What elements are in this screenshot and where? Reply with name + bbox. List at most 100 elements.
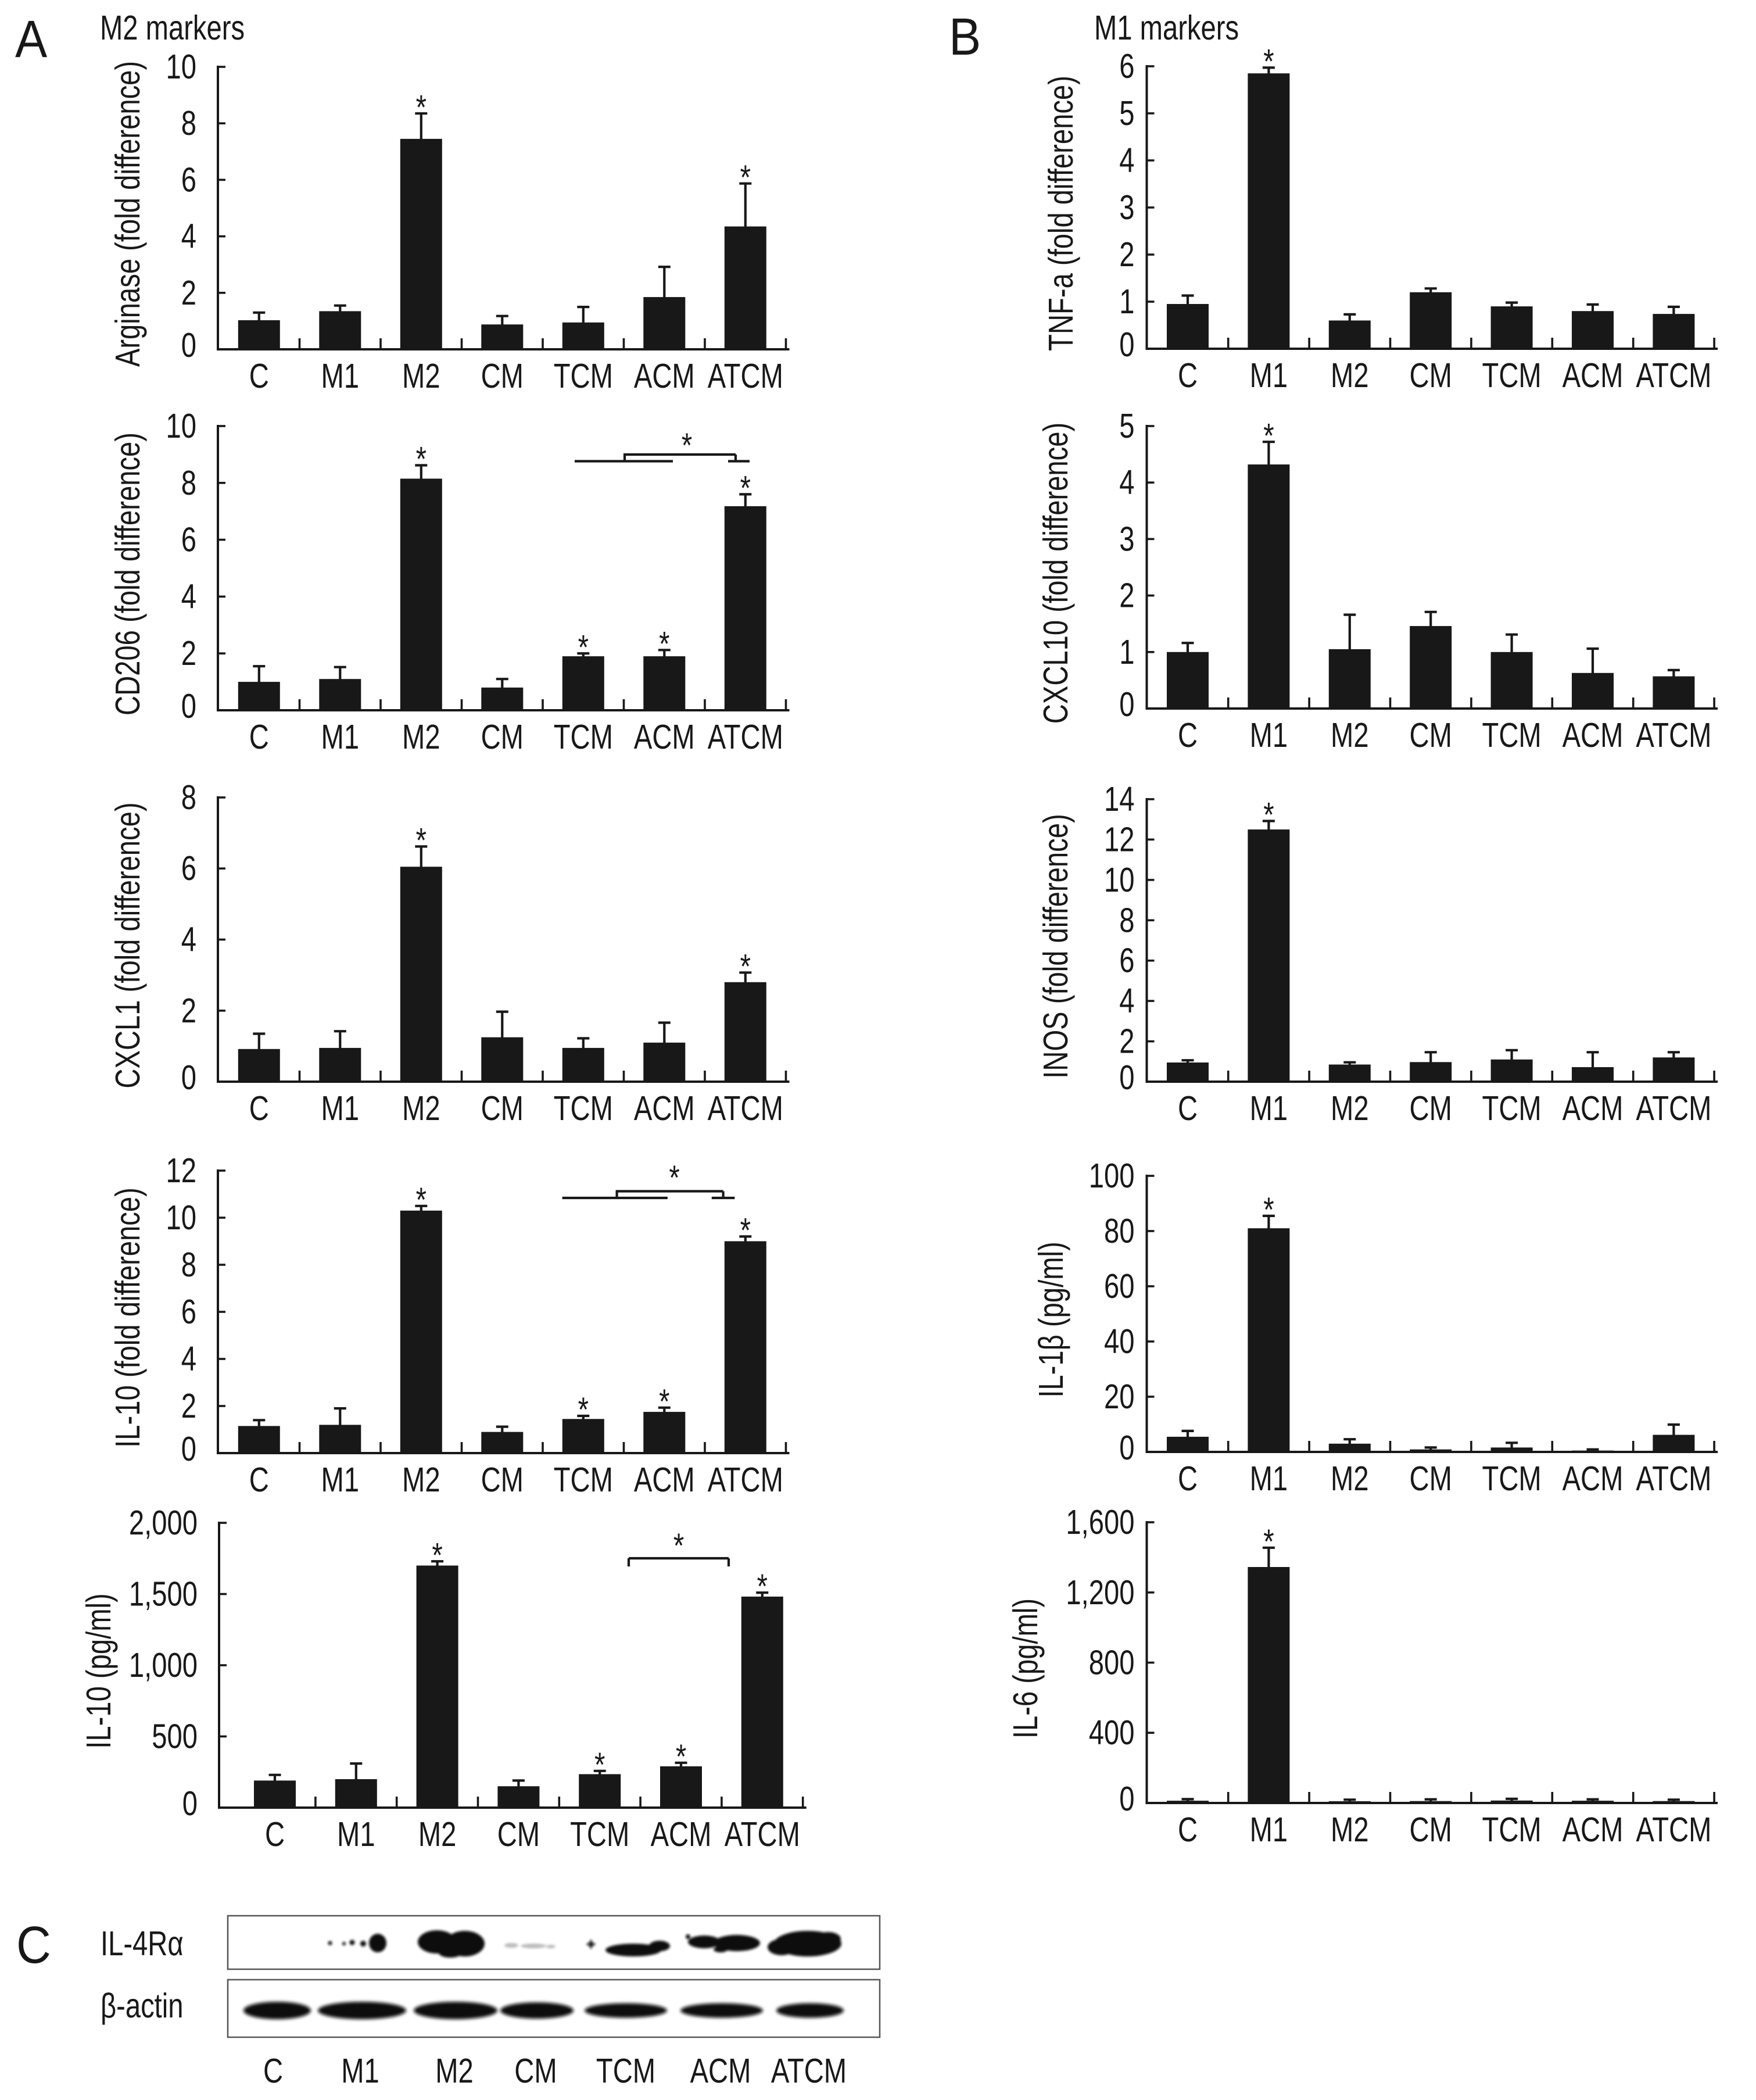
svg-text:2: 2 xyxy=(1119,236,1134,274)
svg-text:ACM: ACM xyxy=(690,2052,751,2090)
svg-text:M1: M1 xyxy=(337,1816,375,1854)
svg-text:ACM: ACM xyxy=(634,718,695,756)
svg-text:ATCM: ATCM xyxy=(771,2052,847,2090)
svg-text:0: 0 xyxy=(181,688,196,725)
svg-text:A: A xyxy=(15,10,48,69)
svg-text:0: 0 xyxy=(181,327,196,364)
svg-text:3: 3 xyxy=(1119,189,1134,227)
svg-text:TCM: TCM xyxy=(1482,1090,1541,1128)
svg-text:6: 6 xyxy=(181,521,196,559)
svg-text:8: 8 xyxy=(181,464,196,502)
svg-text:ATCM: ATCM xyxy=(1636,1460,1711,1498)
svg-text:M2: M2 xyxy=(1331,1460,1369,1498)
svg-text:C: C xyxy=(1178,1460,1198,1498)
svg-text:C: C xyxy=(249,1090,269,1128)
svg-text:TCM: TCM xyxy=(596,2052,655,2090)
svg-text:M2: M2 xyxy=(1331,357,1369,395)
svg-text:M1 markers: M1 markers xyxy=(1094,9,1239,47)
svg-text:*: * xyxy=(676,1738,686,1776)
svg-text:TCM: TCM xyxy=(554,718,613,756)
svg-text:500: 500 xyxy=(152,1718,198,1756)
svg-text:TCM: TCM xyxy=(554,1461,613,1499)
svg-text:CM: CM xyxy=(481,357,524,395)
svg-text:ACM: ACM xyxy=(1563,1460,1624,1498)
svg-text:M2: M2 xyxy=(418,1816,457,1854)
svg-text:4: 4 xyxy=(1119,142,1134,180)
svg-text:2: 2 xyxy=(181,635,196,672)
svg-text:β-actin: β-actin xyxy=(101,1987,184,2025)
svg-text:*: * xyxy=(416,89,427,127)
svg-text:2: 2 xyxy=(181,992,196,1030)
svg-text:M2: M2 xyxy=(402,357,440,395)
svg-text:CM: CM xyxy=(1410,717,1452,754)
svg-text:1,500: 1,500 xyxy=(129,1576,198,1614)
svg-text:CM: CM xyxy=(1410,1811,1452,1849)
svg-text:ACM: ACM xyxy=(1563,357,1624,395)
svg-text:*: * xyxy=(1263,417,1274,455)
svg-text:TCM: TCM xyxy=(554,357,613,395)
svg-text:8: 8 xyxy=(181,105,196,142)
svg-text:C: C xyxy=(16,1916,51,1974)
svg-text:*: * xyxy=(1263,796,1274,834)
svg-text:2: 2 xyxy=(181,274,196,312)
svg-text:40: 40 xyxy=(1104,1323,1134,1361)
svg-text:CXCL1 (fold difference): CXCL1 (fold difference) xyxy=(109,802,147,1088)
svg-text:TCM: TCM xyxy=(1482,1460,1541,1498)
svg-text:0: 0 xyxy=(1119,686,1134,724)
svg-text:C: C xyxy=(249,357,269,395)
svg-text:80: 80 xyxy=(1104,1212,1134,1250)
svg-text:2: 2 xyxy=(1119,1023,1134,1061)
svg-text:TCM: TCM xyxy=(1482,357,1541,395)
svg-text:0: 0 xyxy=(1119,1780,1134,1818)
svg-text:*: * xyxy=(659,625,669,663)
svg-text:CD206 (fold difference): CD206 (fold difference) xyxy=(109,432,147,715)
svg-text:4: 4 xyxy=(181,218,196,256)
svg-text:2,000: 2,000 xyxy=(129,1504,198,1542)
svg-text:8: 8 xyxy=(181,1246,196,1284)
svg-text:*: * xyxy=(740,470,751,507)
svg-text:ATCM: ATCM xyxy=(725,1816,800,1854)
svg-text:6: 6 xyxy=(1119,942,1134,980)
svg-text:IL-4Rα: IL-4Rα xyxy=(101,1925,184,1963)
svg-text:4: 4 xyxy=(1119,982,1134,1020)
svg-text:Arginase (fold difference): Arginase (fold difference) xyxy=(109,61,147,367)
svg-text:5: 5 xyxy=(1119,95,1134,133)
svg-text:4: 4 xyxy=(1119,464,1134,502)
svg-text:M2: M2 xyxy=(402,1461,440,1499)
svg-text:*: * xyxy=(578,629,589,667)
svg-text:*: * xyxy=(416,441,427,478)
svg-text:4: 4 xyxy=(181,578,196,616)
svg-text:*: * xyxy=(594,1746,605,1784)
svg-text:20: 20 xyxy=(1104,1378,1134,1416)
svg-text:*: * xyxy=(673,1527,684,1565)
svg-text:6: 6 xyxy=(181,161,196,199)
svg-text:CM: CM xyxy=(481,1090,524,1128)
svg-text:*: * xyxy=(578,1391,589,1429)
svg-text:CM: CM xyxy=(481,718,524,756)
svg-text:ACM: ACM xyxy=(634,1461,695,1499)
svg-text:M2 markers: M2 markers xyxy=(100,9,245,47)
svg-text:1: 1 xyxy=(1119,283,1134,321)
svg-text:M2: M2 xyxy=(1331,1090,1369,1128)
svg-text:4: 4 xyxy=(181,1340,196,1378)
svg-text:1: 1 xyxy=(1119,634,1134,671)
svg-text:2: 2 xyxy=(181,1387,196,1425)
svg-text:M1: M1 xyxy=(321,357,360,395)
svg-text:B: B xyxy=(949,8,981,66)
svg-text:M2: M2 xyxy=(402,1090,440,1128)
svg-text:M1: M1 xyxy=(1250,1811,1288,1849)
svg-text:ATCM: ATCM xyxy=(708,357,783,395)
svg-text:M2: M2 xyxy=(435,2052,474,2090)
svg-text:14: 14 xyxy=(1104,781,1134,818)
svg-text:0: 0 xyxy=(181,1430,196,1468)
svg-text:*: * xyxy=(740,159,751,196)
svg-text:M1: M1 xyxy=(321,718,360,756)
svg-text:C: C xyxy=(1178,357,1198,395)
svg-text:1,000: 1,000 xyxy=(129,1647,198,1684)
svg-text:6: 6 xyxy=(181,850,196,888)
svg-text:C: C xyxy=(1178,717,1198,754)
svg-text:0: 0 xyxy=(1119,326,1134,364)
svg-text:ACM: ACM xyxy=(651,1816,712,1854)
svg-text:CM: CM xyxy=(1410,357,1452,395)
svg-text:*: * xyxy=(757,1568,768,1606)
